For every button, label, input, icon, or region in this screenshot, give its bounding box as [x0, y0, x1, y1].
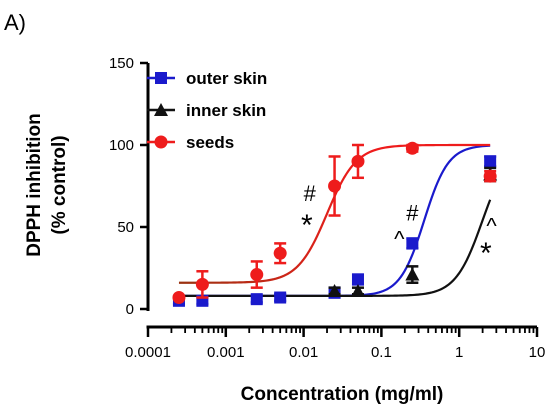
significance-mark: * [480, 237, 492, 270]
legend-item-inner-skin: inner skin [147, 101, 266, 120]
x-tick-label: 1 [455, 344, 463, 361]
data-point-inner-skin [405, 267, 420, 281]
y-axis-title-line-2: (% control) [49, 135, 70, 234]
significance-mark: ^ [486, 214, 497, 239]
data-point-seeds [172, 291, 186, 305]
x-tick-label: 0.1 [371, 344, 392, 361]
data-point-seeds [405, 141, 419, 155]
y-tick-label: 100 [109, 137, 134, 154]
data-point-seeds [483, 169, 497, 183]
significance-mark: # [406, 200, 419, 225]
legend-marker-outer-skin [155, 72, 167, 84]
data-point-seeds [351, 154, 365, 168]
data-point-seeds [328, 179, 342, 193]
x-tick-label: 0.01 [289, 344, 318, 361]
data-point-outer-skin [484, 155, 497, 168]
x-tick-label: 0.0001 [125, 344, 171, 361]
y-axis-title: DPPH inhibition (% control) [24, 113, 70, 257]
legend-marker-seeds [154, 135, 168, 149]
data-point-inner-skin [350, 283, 365, 297]
y-tick-label: 150 [109, 55, 134, 72]
y-tick-label: 50 [117, 219, 134, 236]
significance-mark: * [301, 209, 313, 242]
legend-label-outer-skin: outer skin [186, 69, 267, 88]
significance-mark: ^ [394, 227, 405, 252]
data-point-outer-skin [406, 237, 419, 250]
legend-marker-inner-skin [154, 103, 168, 116]
x-tick-label: 0.001 [207, 344, 245, 361]
data-point-outer-skin [274, 291, 287, 304]
data-point-inner-skin [327, 283, 342, 297]
data-point-seeds [273, 246, 287, 260]
y-axis-title-line-1: DPPH inhibition [24, 113, 45, 257]
legend: outer skin inner skin seeds [147, 69, 267, 152]
legend-label-inner-skin: inner skin [186, 101, 266, 120]
legend-label-seeds: seeds [186, 133, 234, 152]
data-point-seeds [250, 268, 264, 282]
data-point-seeds [195, 277, 209, 291]
y-tick-label: 0 [126, 301, 134, 318]
data-point-outer-skin [250, 293, 263, 306]
panel-label: A) [4, 10, 26, 35]
significance-mark: # [304, 181, 317, 206]
legend-item-outer-skin: outer skin [147, 69, 267, 88]
legend-item-seeds: seeds [147, 133, 234, 152]
x-tick-label: 10 [529, 344, 546, 361]
data-point-outer-skin [351, 273, 364, 286]
x-axis-title: Concentration (mg/ml) [241, 384, 444, 405]
